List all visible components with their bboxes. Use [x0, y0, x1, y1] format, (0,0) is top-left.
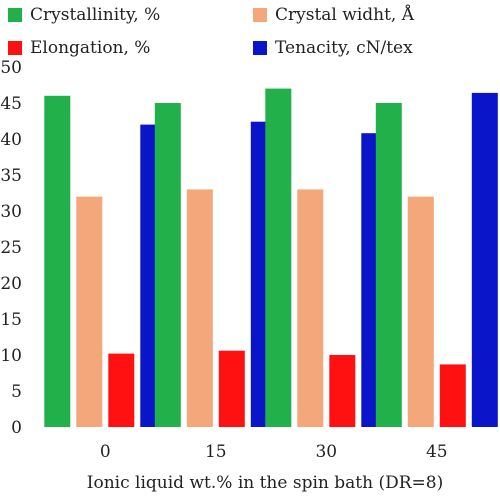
- legend-label-3: Elongation, %: [30, 38, 150, 58]
- x-tick-label-0: 0: [100, 442, 111, 462]
- legend-label-1: Crystallinity, %: [30, 5, 160, 25]
- bar-series3-cat-0: [108, 354, 134, 427]
- bar-series2-cat-0: [76, 197, 102, 427]
- bar-series2-cat-45: [408, 197, 434, 427]
- legend-label-4: Tenacity, cN/tex: [275, 38, 413, 58]
- y-tick-label-7: 35: [0, 166, 22, 186]
- legend-swatch-1: [8, 8, 22, 22]
- bar-series3-cat-30: [329, 355, 355, 427]
- y-tick-label-4: 20: [0, 274, 22, 294]
- y-tick-label-6: 30: [0, 202, 22, 222]
- bar-series1-cat-0: [44, 96, 70, 427]
- bar-series4-cat-45: [472, 93, 498, 427]
- bar-series2-cat-30: [297, 189, 323, 427]
- x-tick-label-15: 15: [205, 442, 227, 462]
- y-tick-label-5: 25: [0, 238, 22, 258]
- bar-series1-cat-30: [265, 89, 291, 427]
- x-axis-title: Ionic liquid wt.% in the spin bath (DR=8…: [87, 473, 443, 493]
- legend-swatch-3: [8, 41, 22, 55]
- legend: Crystallinity, % Crystal widht, Å Elongati…: [8, 4, 415, 58]
- bar-series2-cat-15: [187, 189, 213, 427]
- bar-series3-cat-45: [440, 364, 466, 427]
- bar-series1-cat-45: [376, 103, 402, 427]
- y-axis: 0 5 10 15 20 25 30 35 40 45 50: [0, 58, 22, 438]
- bars: [44, 89, 498, 427]
- y-tick-label-9: 45: [0, 94, 22, 114]
- x-axis: 0 15 30 45: [100, 442, 448, 462]
- x-tick-label-30: 30: [315, 442, 337, 462]
- legend-swatch-2: [253, 8, 267, 22]
- y-tick-label-2: 10: [0, 346, 22, 366]
- y-tick-label-1: 5: [11, 382, 22, 402]
- bar-series3-cat-15: [219, 351, 245, 427]
- x-tick-label-45: 45: [426, 442, 448, 462]
- y-tick-label-8: 40: [0, 130, 22, 150]
- legend-label-2: Crystal widht, Å: [275, 4, 415, 25]
- legend-swatch-4: [253, 41, 267, 55]
- y-tick-label-10: 50: [0, 58, 22, 78]
- y-tick-label-0: 0: [11, 418, 22, 438]
- y-tick-label-3: 15: [0, 310, 22, 330]
- bar-series1-cat-15: [155, 103, 181, 427]
